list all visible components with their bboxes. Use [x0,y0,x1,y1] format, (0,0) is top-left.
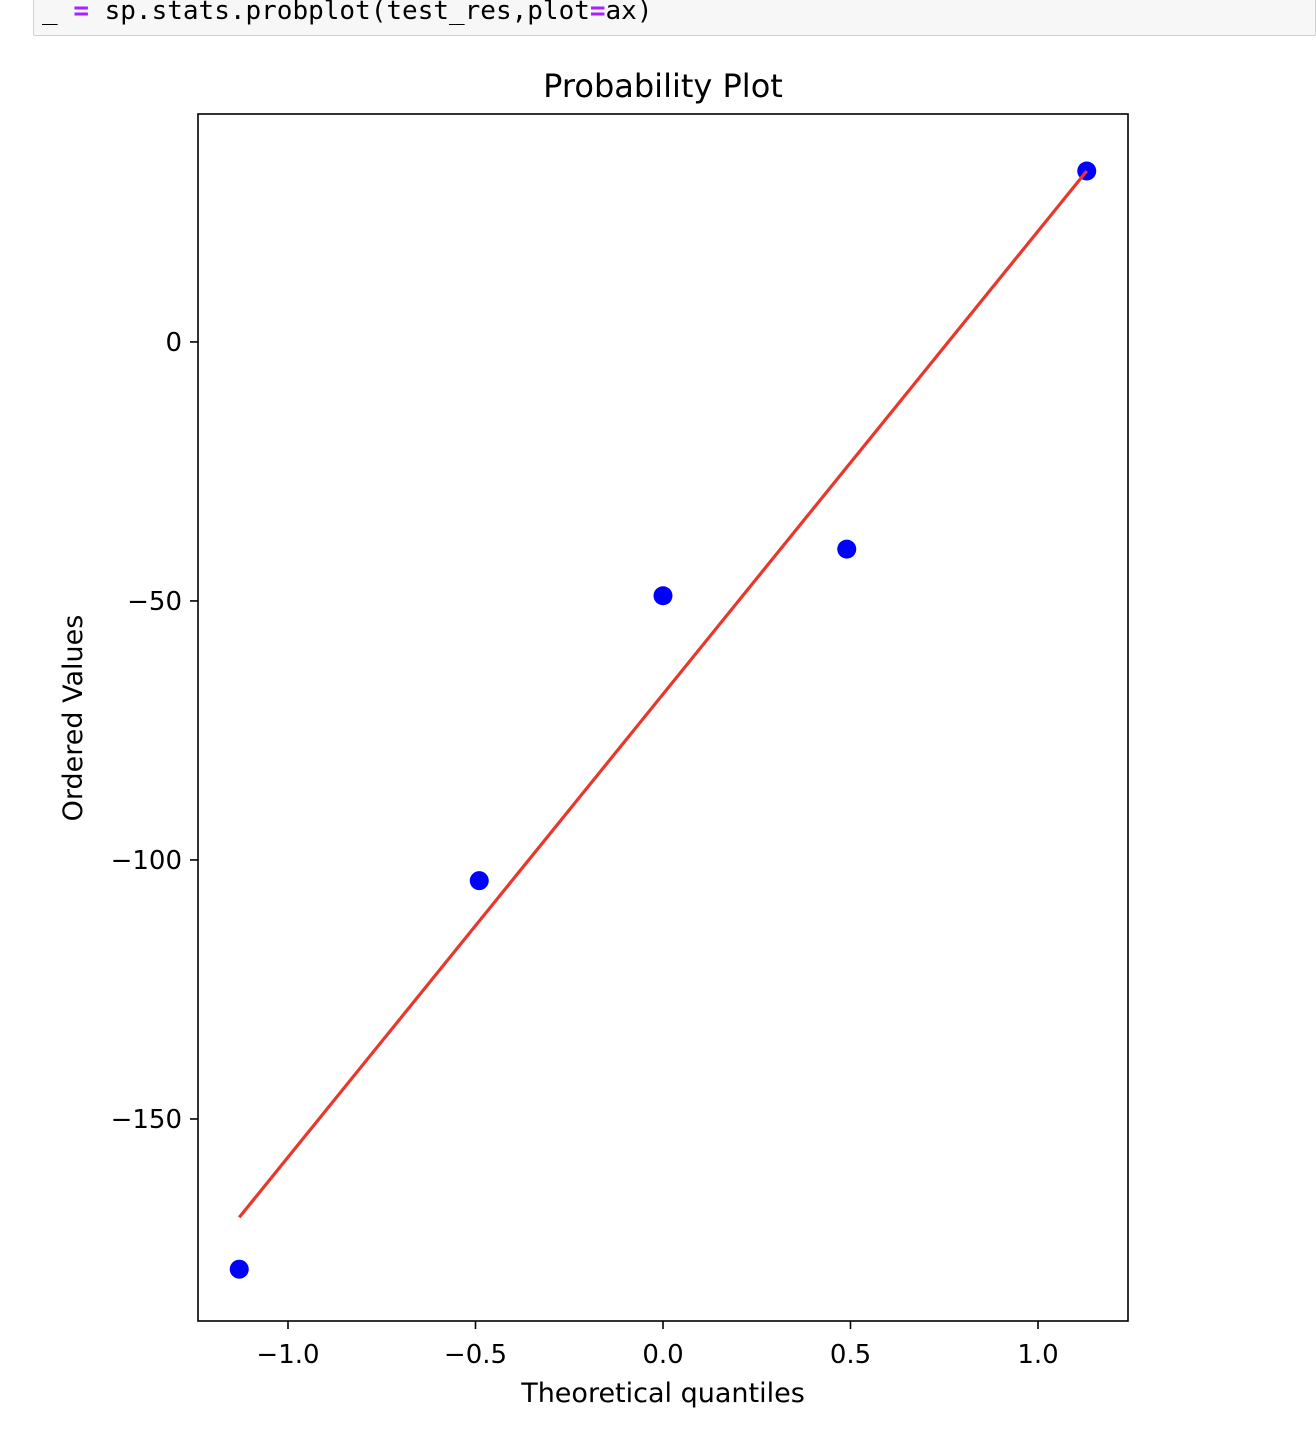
y-tick-label: −100 [111,846,182,876]
code-token: ax) [605,0,653,26]
data-point [837,539,857,559]
x-axis-label: Theoretical quantiles [520,1378,805,1409]
x-tick-label: −0.5 [444,1340,507,1370]
y-tick-label: −50 [127,587,182,617]
fit-line [238,169,1088,1219]
data-point [469,871,489,891]
x-tick-label: 0.5 [830,1340,871,1370]
x-tick-label: −1.0 [256,1340,319,1370]
code-cell[interactable]: _ = sp.stats.probplot(test_res,plot=ax) [33,0,1316,36]
data-point [229,1259,249,1279]
y-tick-label: 0 [165,328,182,358]
code-token: = [73,0,89,26]
data-point [653,586,673,606]
code-token: _ [42,0,58,26]
plot-frame [197,113,1129,1322]
code-token: sp.stats.probplot(test_res,plot [88,0,590,26]
y-tick-label: −150 [111,1105,182,1135]
x-tick-label: 1.0 [1017,1340,1058,1370]
code-line: _ = sp.stats.probplot(test_res,plot=ax) [42,0,653,26]
chart-title: Probability Plot [543,67,783,105]
x-tick-label: 0.0 [642,1340,683,1370]
y-axis-label: Ordered Values [58,615,89,822]
code-token: = [589,0,606,26]
